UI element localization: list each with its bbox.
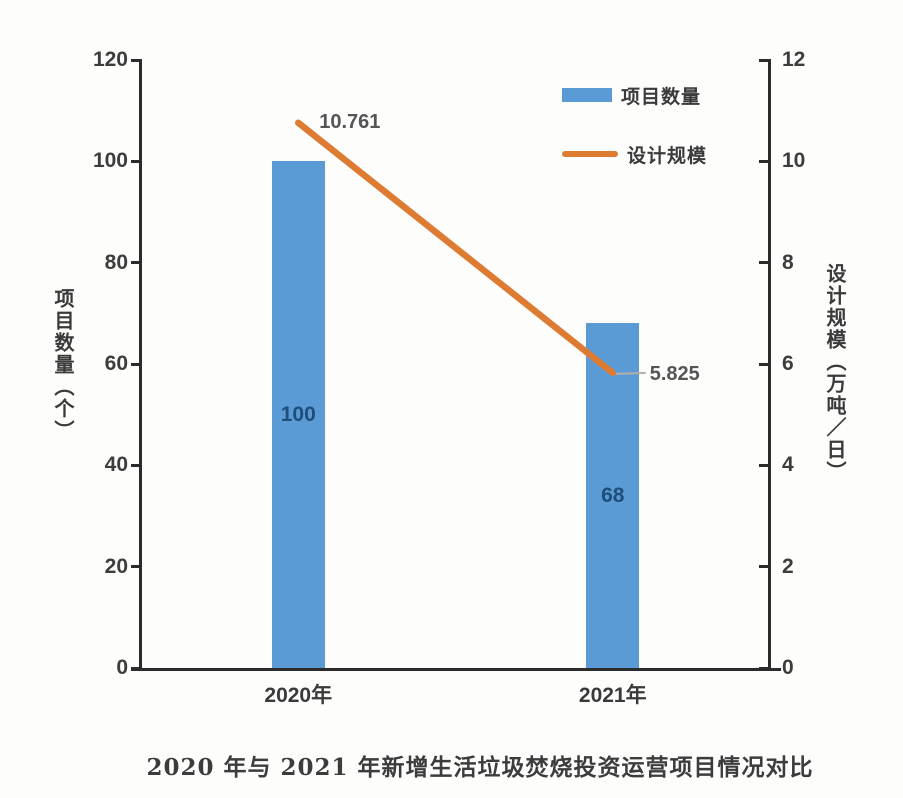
- left-axis-tick: [131, 666, 141, 670]
- left-axis-tick: [131, 58, 141, 62]
- left-axis-tick-label: 40: [104, 453, 128, 477]
- x-axis-label-2020年: 2020年: [264, 684, 333, 707]
- right-axis-tick-label: 10: [782, 149, 806, 173]
- left-axis-tick: [131, 463, 141, 467]
- bar-value-label: 100: [280, 402, 316, 426]
- line-value-label: 5.825: [649, 362, 700, 385]
- right-axis-tick: [759, 159, 769, 163]
- left-axis-tick-label: 100: [92, 149, 128, 173]
- left-axis-tick-label: 120: [92, 48, 128, 71]
- right-axis-tick: [759, 463, 769, 467]
- legend-label-design-scale: 设计规模: [627, 145, 708, 167]
- right-axis-tick-label: 8: [782, 250, 794, 274]
- right-axis-title: 设计规模（万吨／日）: [823, 263, 845, 483]
- left-axis-tick-label: 0: [116, 656, 128, 679]
- left-axis-tick: [131, 261, 141, 265]
- right-axis-tick: [759, 666, 769, 670]
- left-axis-title: 项目数量（个）: [51, 288, 73, 442]
- right-axis-tick-label: 0: [782, 656, 794, 679]
- bar-value-label: 68: [601, 483, 625, 507]
- left-axis-tick: [131, 565, 141, 569]
- bar-2020年: [271, 161, 325, 668]
- line-swatch-icon: [562, 151, 618, 157]
- bar-swatch-icon: [562, 88, 612, 102]
- left-axis-tick: [131, 362, 141, 366]
- legend-item-project-count: 项目数量: [562, 81, 707, 109]
- x-axis-label-2021年: 2021年: [578, 684, 647, 707]
- left-axis-tick: [131, 159, 141, 163]
- left-axis-tick-label: 60: [104, 352, 128, 375]
- right-axis-line: [768, 59, 771, 671]
- left-axis-tick-label: 80: [104, 250, 128, 274]
- right-axis-tick: [759, 362, 769, 366]
- legend-label-project-count: 项目数量: [621, 86, 702, 108]
- bar-2021年: [586, 323, 640, 668]
- design-scale-line: [295, 119, 616, 377]
- right-axis-tick: [759, 565, 769, 569]
- right-axis-tick-label: 4: [782, 453, 794, 477]
- right-axis-tick-label: 2: [782, 554, 794, 578]
- legend-item-design-scale: 设计规模: [562, 140, 707, 168]
- x-axis-line: [131, 668, 781, 671]
- chart-caption: 2020 年与 2021 年新增生活垃圾焚烧投资运营项目情况对比: [146, 754, 814, 781]
- legend: 项目数量 设计规模: [562, 81, 707, 199]
- right-axis-tick: [759, 58, 769, 62]
- right-axis-tick-label: 12: [782, 48, 806, 71]
- right-axis-tick: [759, 261, 769, 265]
- left-axis-tick-label: 20: [104, 554, 128, 578]
- line-value-label: 10.761: [319, 110, 381, 133]
- right-axis-tick-label: 6: [782, 352, 794, 375]
- data-label-leader-line: [615, 371, 646, 375]
